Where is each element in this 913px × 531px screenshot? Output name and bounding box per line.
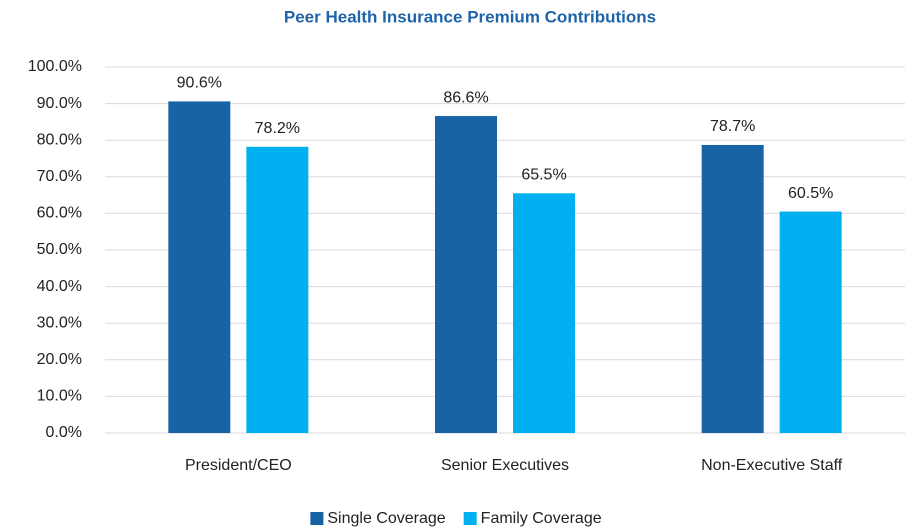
y-tick-label: 40.0% xyxy=(37,278,82,295)
y-tick-label: 90.0% xyxy=(37,95,82,112)
x-tick-label: Non-Executive Staff xyxy=(701,457,843,474)
data-label: 90.6% xyxy=(177,75,222,92)
x-tick-label: President/CEO xyxy=(185,457,292,474)
bar xyxy=(701,144,764,433)
bar xyxy=(246,146,309,433)
y-tick-label: 80.0% xyxy=(37,131,82,148)
data-label: 65.5% xyxy=(521,166,566,183)
y-tick-label: 60.0% xyxy=(37,205,82,222)
y-tick-label: 30.0% xyxy=(37,314,82,331)
legend-swatch xyxy=(463,512,477,525)
bar xyxy=(168,101,231,434)
bar xyxy=(779,211,842,433)
chart-title: Peer Health Insurance Premium Contributi… xyxy=(284,7,656,26)
legend-swatch xyxy=(310,512,324,525)
legend-label: Single Coverage xyxy=(327,510,445,527)
bar xyxy=(435,116,497,433)
legend-label: Family Coverage xyxy=(481,510,602,527)
x-tick-label: Senior Executives xyxy=(441,457,569,474)
y-tick-label: 0.0% xyxy=(46,424,82,441)
bar xyxy=(513,193,575,433)
y-tick-label: 20.0% xyxy=(37,351,82,368)
y-tick-label: 10.0% xyxy=(37,388,82,405)
legend: Single Coverage Family Coverage xyxy=(310,510,602,527)
y-tick-label: 70.0% xyxy=(37,168,82,185)
data-label: 86.6% xyxy=(443,89,488,106)
data-label: 60.5% xyxy=(788,185,833,202)
data-label: 78.7% xyxy=(710,118,755,135)
y-tick-label: 100.0% xyxy=(28,58,82,75)
y-tick-label: 50.0% xyxy=(37,241,82,258)
data-label: 78.2% xyxy=(255,120,300,137)
